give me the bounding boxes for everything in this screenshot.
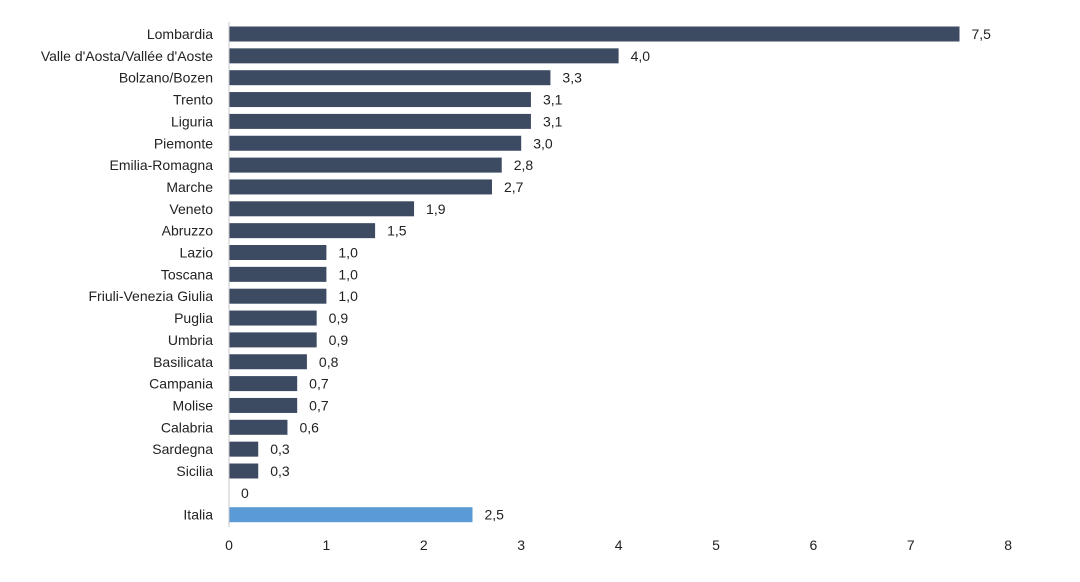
value-label-marche: 2,7 (504, 179, 524, 195)
bar-puglia (229, 310, 317, 326)
x-tick-label-0: 0 (225, 537, 233, 553)
value-label-veneto: 1,9 (426, 201, 446, 217)
category-label-abruzzo: Abruzzo (162, 223, 214, 239)
category-label-lombardia: Lombardia (147, 26, 213, 42)
bar-basilicata (229, 354, 307, 370)
bar-marche (229, 179, 492, 195)
category-label-marche: Marche (166, 179, 213, 195)
x-tick-label-3: 3 (517, 537, 525, 553)
category-label-liguria: Liguria (171, 113, 213, 129)
bar-toscana (229, 266, 327, 282)
category-label-umbria: Umbria (168, 332, 213, 348)
bar-sicilia (229, 463, 259, 479)
bar-valle-d-aosta-vallee-d-aoste (229, 48, 619, 64)
value-label-calabria: 0,6 (299, 419, 319, 435)
category-label-bolzano-bozen: Bolzano/Bozen (119, 70, 213, 86)
category-label-molise: Molise (173, 397, 214, 413)
bar-bolzano-bozen (229, 70, 551, 86)
value-label-umbria: 0,9 (329, 332, 349, 348)
value-label-liguria: 3,1 (543, 113, 563, 129)
value-label-piemonte: 3,0 (533, 135, 553, 151)
bar-campania (229, 376, 298, 392)
value-labels-layer: 7,5 4,0 3,3 3,1 3,1 3,0 2,8 2,7 1,9 1,5 1,0 1,0 1,0 0… (241, 26, 991, 523)
bar-liguria (229, 113, 531, 129)
category-label-piemonte: Piemonte (154, 135, 213, 151)
bar-emilia-romagna (229, 157, 502, 173)
value-label-blank-21: 0 (241, 485, 249, 501)
bars-layer (229, 26, 960, 523)
bar-italia (229, 507, 473, 523)
bar-lazio (229, 245, 327, 260)
x-tick-label-5: 5 (712, 537, 720, 553)
x-tick-label-1: 1 (323, 537, 331, 553)
category-label-italia: Italia (183, 507, 213, 523)
bar-calabria (229, 419, 288, 435)
value-label-basilicata: 0,8 (319, 354, 339, 370)
value-label-italia: 2,5 (485, 507, 505, 523)
bar-veneto (229, 201, 415, 217)
value-label-puglia: 0,9 (329, 310, 349, 326)
bar-lombardia (229, 26, 960, 42)
category-label-toscana: Toscana (161, 266, 213, 282)
value-label-abruzzo: 1,5 (387, 223, 407, 239)
bar-abruzzo (229, 223, 376, 239)
x-tick-label-6: 6 (810, 537, 818, 553)
category-label-veneto: Veneto (169, 201, 213, 217)
value-label-emilia-romagna: 2,8 (514, 157, 534, 173)
value-label-valle-d-aosta-vallee-d-aoste: 4,0 (631, 48, 651, 64)
category-label-emilia-romagna: Emilia-Romagna (110, 157, 214, 173)
value-label-toscana: 1,0 (338, 266, 358, 282)
axis-layer: 0 1 2 3 4 5 6 7 8 (225, 22, 1012, 553)
value-label-lombardia: 7,5 (972, 26, 992, 42)
x-tick-label-2: 2 (420, 537, 428, 553)
value-label-friuli-venezia-giulia: 1,0 (338, 288, 358, 304)
bar-umbria (229, 332, 317, 348)
category-label-basilicata: Basilicata (153, 354, 213, 370)
x-tick-label-8: 8 (1004, 537, 1012, 553)
x-tick-label-7: 7 (907, 537, 915, 553)
bar-friuli-venezia-giulia (229, 288, 327, 304)
bar-trento (229, 92, 531, 108)
value-label-sicilia: 0,3 (270, 463, 290, 479)
value-label-bolzano-bozen: 3,3 (562, 70, 582, 86)
category-label-trento: Trento (173, 92, 213, 108)
value-label-sardegna: 0,3 (270, 441, 290, 457)
bar-piemonte (229, 135, 522, 151)
bar-sardegna (229, 441, 259, 457)
category-label-puglia: Puglia (174, 310, 213, 326)
bar-molise (229, 397, 298, 413)
value-label-lazio: 1,0 (338, 245, 358, 261)
category-label-lazio: Lazio (180, 245, 214, 261)
category-label-sicilia: Sicilia (176, 463, 213, 479)
value-label-trento: 3,1 (543, 92, 563, 108)
category-label-friuli-venezia-giulia: Friuli-Venezia Giulia (89, 288, 214, 304)
value-label-campania: 0,7 (309, 376, 329, 392)
category-label-campania: Campania (149, 376, 213, 392)
category-label-valle-d-aosta-vallee-d-aoste: Valle d'Aosta/Vallée d'Aoste (41, 48, 213, 64)
category-labels-layer: Lombardia Valle d'Aosta/Vallée d'Aoste Bol… (41, 26, 213, 523)
category-label-sardegna: Sardegna (152, 441, 213, 457)
x-tick-label-4: 4 (615, 537, 623, 553)
value-label-molise: 0,7 (309, 397, 329, 413)
category-label-calabria: Calabria (161, 419, 213, 435)
